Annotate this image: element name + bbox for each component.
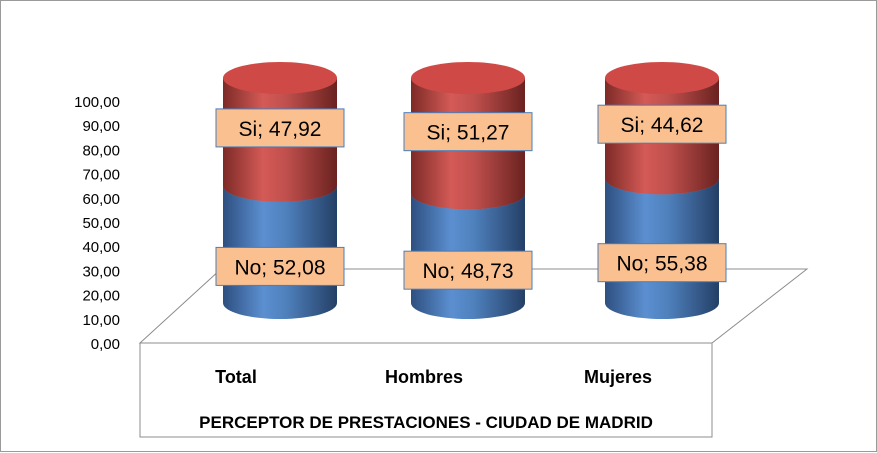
y-tick-label: 80,00: [82, 142, 120, 159]
category-label: Hombres: [385, 367, 463, 387]
y-axis: 0,00 10,00 20,00 30,00 40,00 50,00 60,00 70,00 8…: [74, 94, 120, 353]
data-label-no-hombres: No; 48,73: [403, 250, 533, 290]
bar-top: [223, 62, 337, 94]
y-tick-label: 20,00: [82, 288, 120, 305]
data-label-si-hombres: Si; 51,27: [403, 112, 533, 152]
y-tick-label: 30,00: [82, 263, 120, 280]
data-label-text: Si; 47,92: [239, 118, 322, 141]
data-label-box: [215, 246, 345, 286]
bar-top: [605, 62, 719, 94]
data-label-si-total: Si; 47,92: [215, 108, 345, 148]
data-label-text: No; 52,08: [234, 256, 325, 279]
category-labels: Total Hombres Mujeres: [215, 367, 652, 387]
data-label-text: No; 48,73: [422, 260, 513, 283]
y-tick-label: 40,00: [82, 239, 120, 256]
data-label-box: [403, 112, 533, 152]
data-label-text: Si; 51,27: [427, 122, 510, 145]
data-label-si-mujeres: Si; 44,62: [597, 104, 727, 144]
data-label-text: Si; 44,62: [621, 114, 704, 137]
y-tick-label: 10,00: [82, 312, 120, 329]
y-tick-label: 0,00: [91, 336, 120, 353]
data-label-box: [597, 243, 727, 283]
y-tick-label: 100,00: [74, 94, 120, 111]
data-label-box: [597, 104, 727, 144]
y-tick-label: 90,00: [82, 118, 120, 135]
y-tick-label: 60,00: [82, 191, 120, 208]
bar-top: [411, 62, 525, 94]
data-label-no-total: No; 52,08: [215, 246, 345, 286]
y-tick-label: 50,00: [82, 215, 120, 232]
chart-floor: [138, 268, 809, 438]
chart-title: PERCEPTOR DE PRESTACIONES - CIUDAD DE MA…: [199, 413, 653, 432]
category-label: Total: [215, 367, 257, 387]
category-label: Mujeres: [584, 367, 652, 387]
data-label-box: [215, 108, 345, 148]
data-label-box: [403, 250, 533, 290]
y-tick-label: 70,00: [82, 167, 120, 184]
data-label-no-mujeres: No; 55,38: [597, 243, 727, 283]
data-label-text: No; 55,38: [616, 253, 707, 276]
data-labels: No; 52,08 No; 48,73 No; 55,38 Si; 47,92 Si; …: [215, 104, 727, 290]
